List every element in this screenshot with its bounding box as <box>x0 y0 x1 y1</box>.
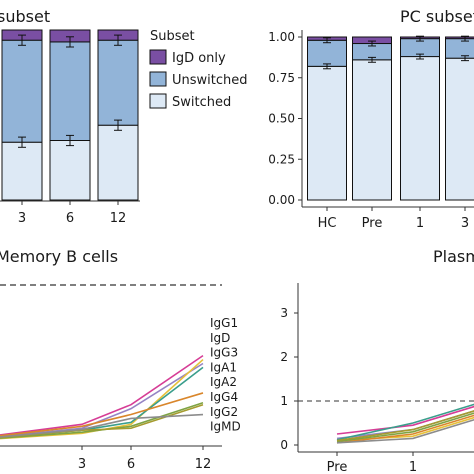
panel-b-title: PC subset <box>400 7 474 26</box>
series-label: IgD <box>210 331 230 345</box>
series-line <box>0 392 204 437</box>
series-line <box>336 414 474 444</box>
series-line <box>0 354 204 436</box>
x-tick-label: 1 <box>409 460 417 474</box>
series-label: IgG1 <box>210 316 238 330</box>
panel-a-title: subset <box>0 7 50 26</box>
y-tick-label: 3 <box>280 306 288 320</box>
x-tick-label: 1 <box>416 216 424 231</box>
legend-swatch <box>149 93 167 109</box>
x-tick-label: 6 <box>66 211 74 226</box>
y-tick-label: 1.00 <box>268 30 295 44</box>
series-line <box>0 413 204 438</box>
legend-swatch <box>149 71 167 87</box>
legend-label: Unswitched <box>172 73 248 88</box>
x-tick-label: 3 <box>18 211 26 226</box>
bar-segment <box>445 57 474 201</box>
legend-swatch <box>149 49 167 65</box>
series-label: IgG2 <box>210 405 238 419</box>
series-line <box>336 418 474 444</box>
panel-c-title: Memory B cells <box>0 247 118 266</box>
x-tick-label: 12 <box>195 457 212 472</box>
x-tick-label: 12 <box>110 211 127 226</box>
bar-segment <box>445 38 474 59</box>
x-tick-label: 3 <box>461 216 469 231</box>
x-tick-label: 6 <box>127 457 135 472</box>
bar-segment <box>1 141 43 201</box>
series-line <box>336 405 474 435</box>
series-line <box>336 412 474 443</box>
bar-segment <box>49 140 91 201</box>
series-label: IgA2 <box>210 375 237 389</box>
bar-segment <box>49 41 91 141</box>
series-line <box>336 403 474 441</box>
bar-segment <box>307 65 347 201</box>
y-tick-label: 0 <box>280 438 288 452</box>
bar-segment <box>352 59 392 201</box>
panel-d-title: Plasm <box>433 247 474 266</box>
bar-segment <box>1 39 43 143</box>
series-label: IgG4 <box>210 390 238 404</box>
bar-segment <box>400 56 440 201</box>
bar-segment <box>445 36 474 40</box>
series-line <box>336 410 474 442</box>
series-line <box>0 362 204 438</box>
y-tick-label: 0.50 <box>268 112 295 126</box>
y-tick-label: 0.25 <box>268 152 295 166</box>
x-tick-label: Pre <box>327 460 348 474</box>
y-tick-label: 0.00 <box>268 193 295 207</box>
legend-label: Switched <box>172 95 231 110</box>
bar-segment <box>307 39 347 67</box>
series-label: IgMD <box>210 420 241 434</box>
series-label: IgG3 <box>210 346 238 360</box>
x-tick-label: HC <box>318 216 337 231</box>
y-tick-label: 1 <box>280 394 288 408</box>
y-tick-label: 0.75 <box>268 71 295 85</box>
x-tick-label: 3 <box>78 457 86 472</box>
y-tick-label: 2 <box>280 350 288 364</box>
legend-title: Subset <box>150 29 195 44</box>
legend-label: IgD only <box>172 51 226 66</box>
bar-segment <box>97 124 139 201</box>
bar-segment <box>97 39 139 126</box>
x-tick-label: Pre <box>362 216 383 231</box>
series-label: IgA1 <box>210 360 237 374</box>
